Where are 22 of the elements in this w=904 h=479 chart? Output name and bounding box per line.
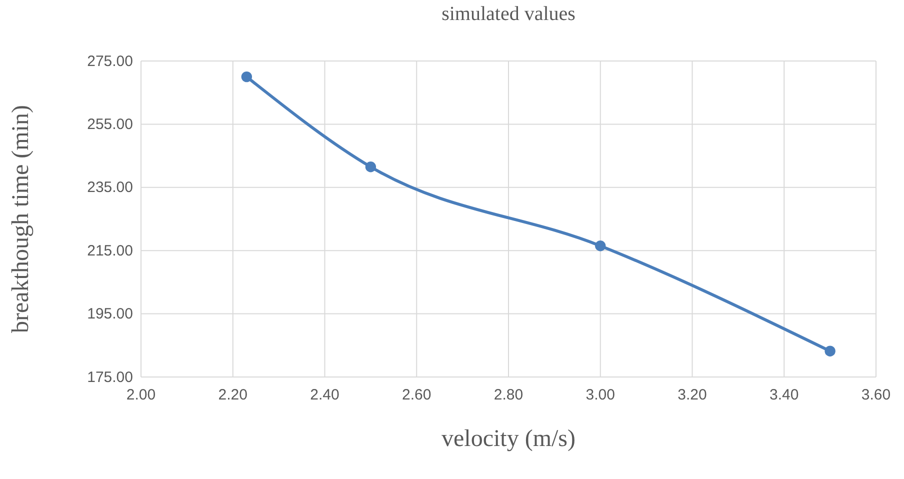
x-tick-label: 3.40 bbox=[770, 386, 799, 404]
y-tick-label: 195.00 bbox=[87, 306, 133, 323]
x-tick-label: 3.00 bbox=[586, 386, 615, 404]
x-tick-label: 2.00 bbox=[126, 386, 156, 404]
chart-title: simulated values bbox=[442, 3, 576, 25]
y-tick-label: 235.00 bbox=[87, 179, 133, 196]
y-tick-label: 275.00 bbox=[87, 52, 133, 70]
point bbox=[241, 71, 252, 82]
y-tick-label: 255.00 bbox=[87, 116, 133, 133]
y-tick-label: 215.00 bbox=[87, 242, 133, 260]
point bbox=[824, 346, 836, 356]
x-tick-label: 3.60 bbox=[861, 386, 891, 404]
x-tick-label: 3.20 bbox=[678, 386, 707, 404]
point bbox=[365, 162, 376, 172]
x-tick-label: 2.40 bbox=[310, 386, 340, 404]
y-axis-title: breakthough time (min) bbox=[8, 105, 34, 333]
y-tick-label: 175.00 bbox=[87, 368, 133, 386]
point bbox=[595, 240, 606, 252]
x-axis-title: velocity (m/s) bbox=[442, 426, 576, 452]
x-tick-label: 2.80 bbox=[494, 386, 524, 404]
x-tick-label: 2.20 bbox=[218, 386, 248, 404]
x-tick-label: 2.60 bbox=[402, 386, 432, 404]
